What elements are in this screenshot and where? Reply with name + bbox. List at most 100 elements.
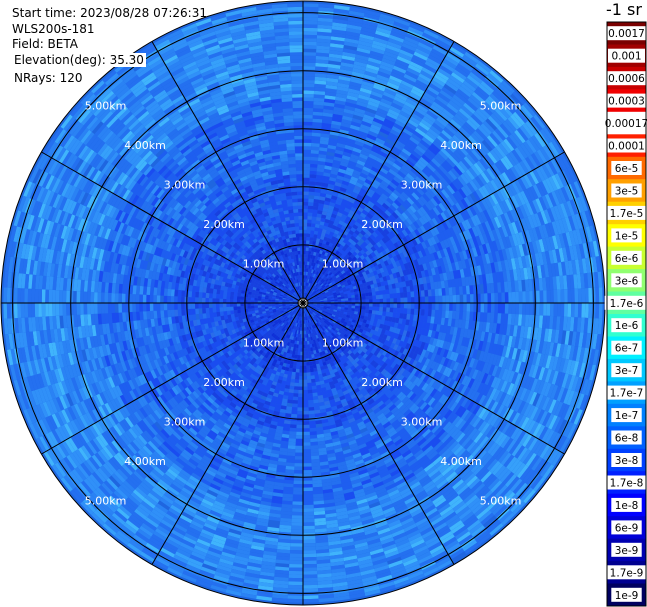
field-cell bbox=[293, 325, 296, 330]
field-cell bbox=[330, 315, 335, 319]
field-cell bbox=[313, 273, 316, 278]
field-cell bbox=[246, 352, 252, 358]
field-cell bbox=[334, 297, 338, 300]
field-cell bbox=[365, 309, 369, 314]
field-cell bbox=[328, 234, 333, 240]
field-cell bbox=[303, 309, 305, 314]
field-cell bbox=[291, 343, 295, 348]
field-cell bbox=[317, 370, 322, 375]
field-cell bbox=[295, 286, 298, 291]
field-cell bbox=[160, 288, 165, 296]
field-cell bbox=[358, 272, 364, 278]
field-cell bbox=[308, 403, 314, 408]
field-cell bbox=[344, 319, 349, 323]
field-cell bbox=[292, 304, 297, 307]
field-cell bbox=[223, 290, 228, 295]
field-cell bbox=[243, 354, 249, 360]
field-cell bbox=[298, 309, 301, 313]
field-cell bbox=[260, 276, 265, 281]
field-cell bbox=[316, 264, 320, 268]
field-cell bbox=[313, 300, 317, 302]
field-cell bbox=[303, 449, 311, 453]
field-cell bbox=[335, 268, 340, 273]
field-cell bbox=[334, 306, 338, 309]
field-cell bbox=[288, 389, 294, 394]
field-cell bbox=[308, 407, 315, 411]
field-cell bbox=[316, 367, 321, 372]
field-cell bbox=[315, 223, 320, 228]
field-cell bbox=[321, 291, 326, 295]
field-cell bbox=[339, 249, 345, 255]
field-cell bbox=[336, 291, 340, 294]
field-cell bbox=[238, 348, 244, 354]
field-cell bbox=[343, 321, 348, 326]
field-cell bbox=[327, 300, 331, 302]
field-cell bbox=[231, 317, 236, 322]
field-cell bbox=[294, 296, 298, 300]
field-cell bbox=[316, 352, 321, 357]
field-cell bbox=[304, 337, 307, 342]
field-cell bbox=[289, 237, 294, 242]
field-cell bbox=[410, 303, 415, 309]
field-cell bbox=[326, 309, 330, 312]
field-cell bbox=[251, 292, 256, 296]
field-cell bbox=[278, 364, 283, 370]
field-cell bbox=[324, 289, 328, 292]
field-cell bbox=[321, 369, 326, 374]
field-cell bbox=[397, 303, 401, 309]
field-cell bbox=[272, 334, 277, 339]
field-cell bbox=[258, 256, 264, 262]
field-cell bbox=[320, 298, 324, 301]
field-cell bbox=[256, 325, 261, 330]
field-cell bbox=[349, 342, 355, 348]
field-cell bbox=[312, 332, 316, 337]
field-cell bbox=[296, 421, 303, 425]
field-cell bbox=[354, 248, 360, 254]
field-cell bbox=[307, 307, 311, 311]
field-cell bbox=[268, 318, 273, 323]
field-cell bbox=[295, 287, 298, 291]
field-cell bbox=[283, 257, 287, 262]
field-cell bbox=[331, 275, 336, 279]
field-cell bbox=[304, 292, 307, 297]
field-cell bbox=[375, 291, 380, 296]
field-cell bbox=[304, 309, 306, 314]
field-cell bbox=[305, 351, 309, 356]
field-cell bbox=[318, 329, 322, 334]
field-cell bbox=[362, 271, 367, 277]
field-cell bbox=[278, 259, 283, 264]
field-cell bbox=[334, 304, 338, 307]
field-cell bbox=[296, 316, 299, 320]
field-cell bbox=[225, 278, 231, 284]
field-cell bbox=[283, 310, 288, 313]
field-cell bbox=[274, 314, 279, 318]
field-cell bbox=[293, 343, 297, 348]
field-cell bbox=[291, 191, 298, 196]
field-cell bbox=[327, 281, 332, 285]
field-cell bbox=[297, 290, 300, 294]
field-cell bbox=[319, 287, 323, 291]
field-cell bbox=[308, 272, 312, 277]
field-cell bbox=[226, 303, 230, 307]
field-cell bbox=[271, 304, 276, 307]
field-cell bbox=[338, 323, 343, 328]
field-cell bbox=[242, 272, 248, 278]
field-cell bbox=[281, 347, 286, 352]
field-cell bbox=[299, 334, 302, 338]
field-cell bbox=[278, 300, 283, 302]
field-cell bbox=[294, 223, 299, 227]
field-cell bbox=[195, 291, 199, 298]
field-cell bbox=[322, 225, 328, 231]
field-cell bbox=[285, 367, 290, 372]
field-cell bbox=[235, 320, 240, 325]
field-cell bbox=[407, 308, 411, 315]
field-cell bbox=[294, 307, 298, 310]
field-cell bbox=[303, 424, 310, 429]
field-cell bbox=[303, 379, 308, 384]
field-cell bbox=[309, 279, 312, 284]
field-cell bbox=[325, 311, 329, 315]
field-cell bbox=[319, 315, 323, 319]
field-cell bbox=[292, 237, 297, 241]
field-cell bbox=[282, 224, 288, 229]
field-cell bbox=[287, 374, 292, 379]
